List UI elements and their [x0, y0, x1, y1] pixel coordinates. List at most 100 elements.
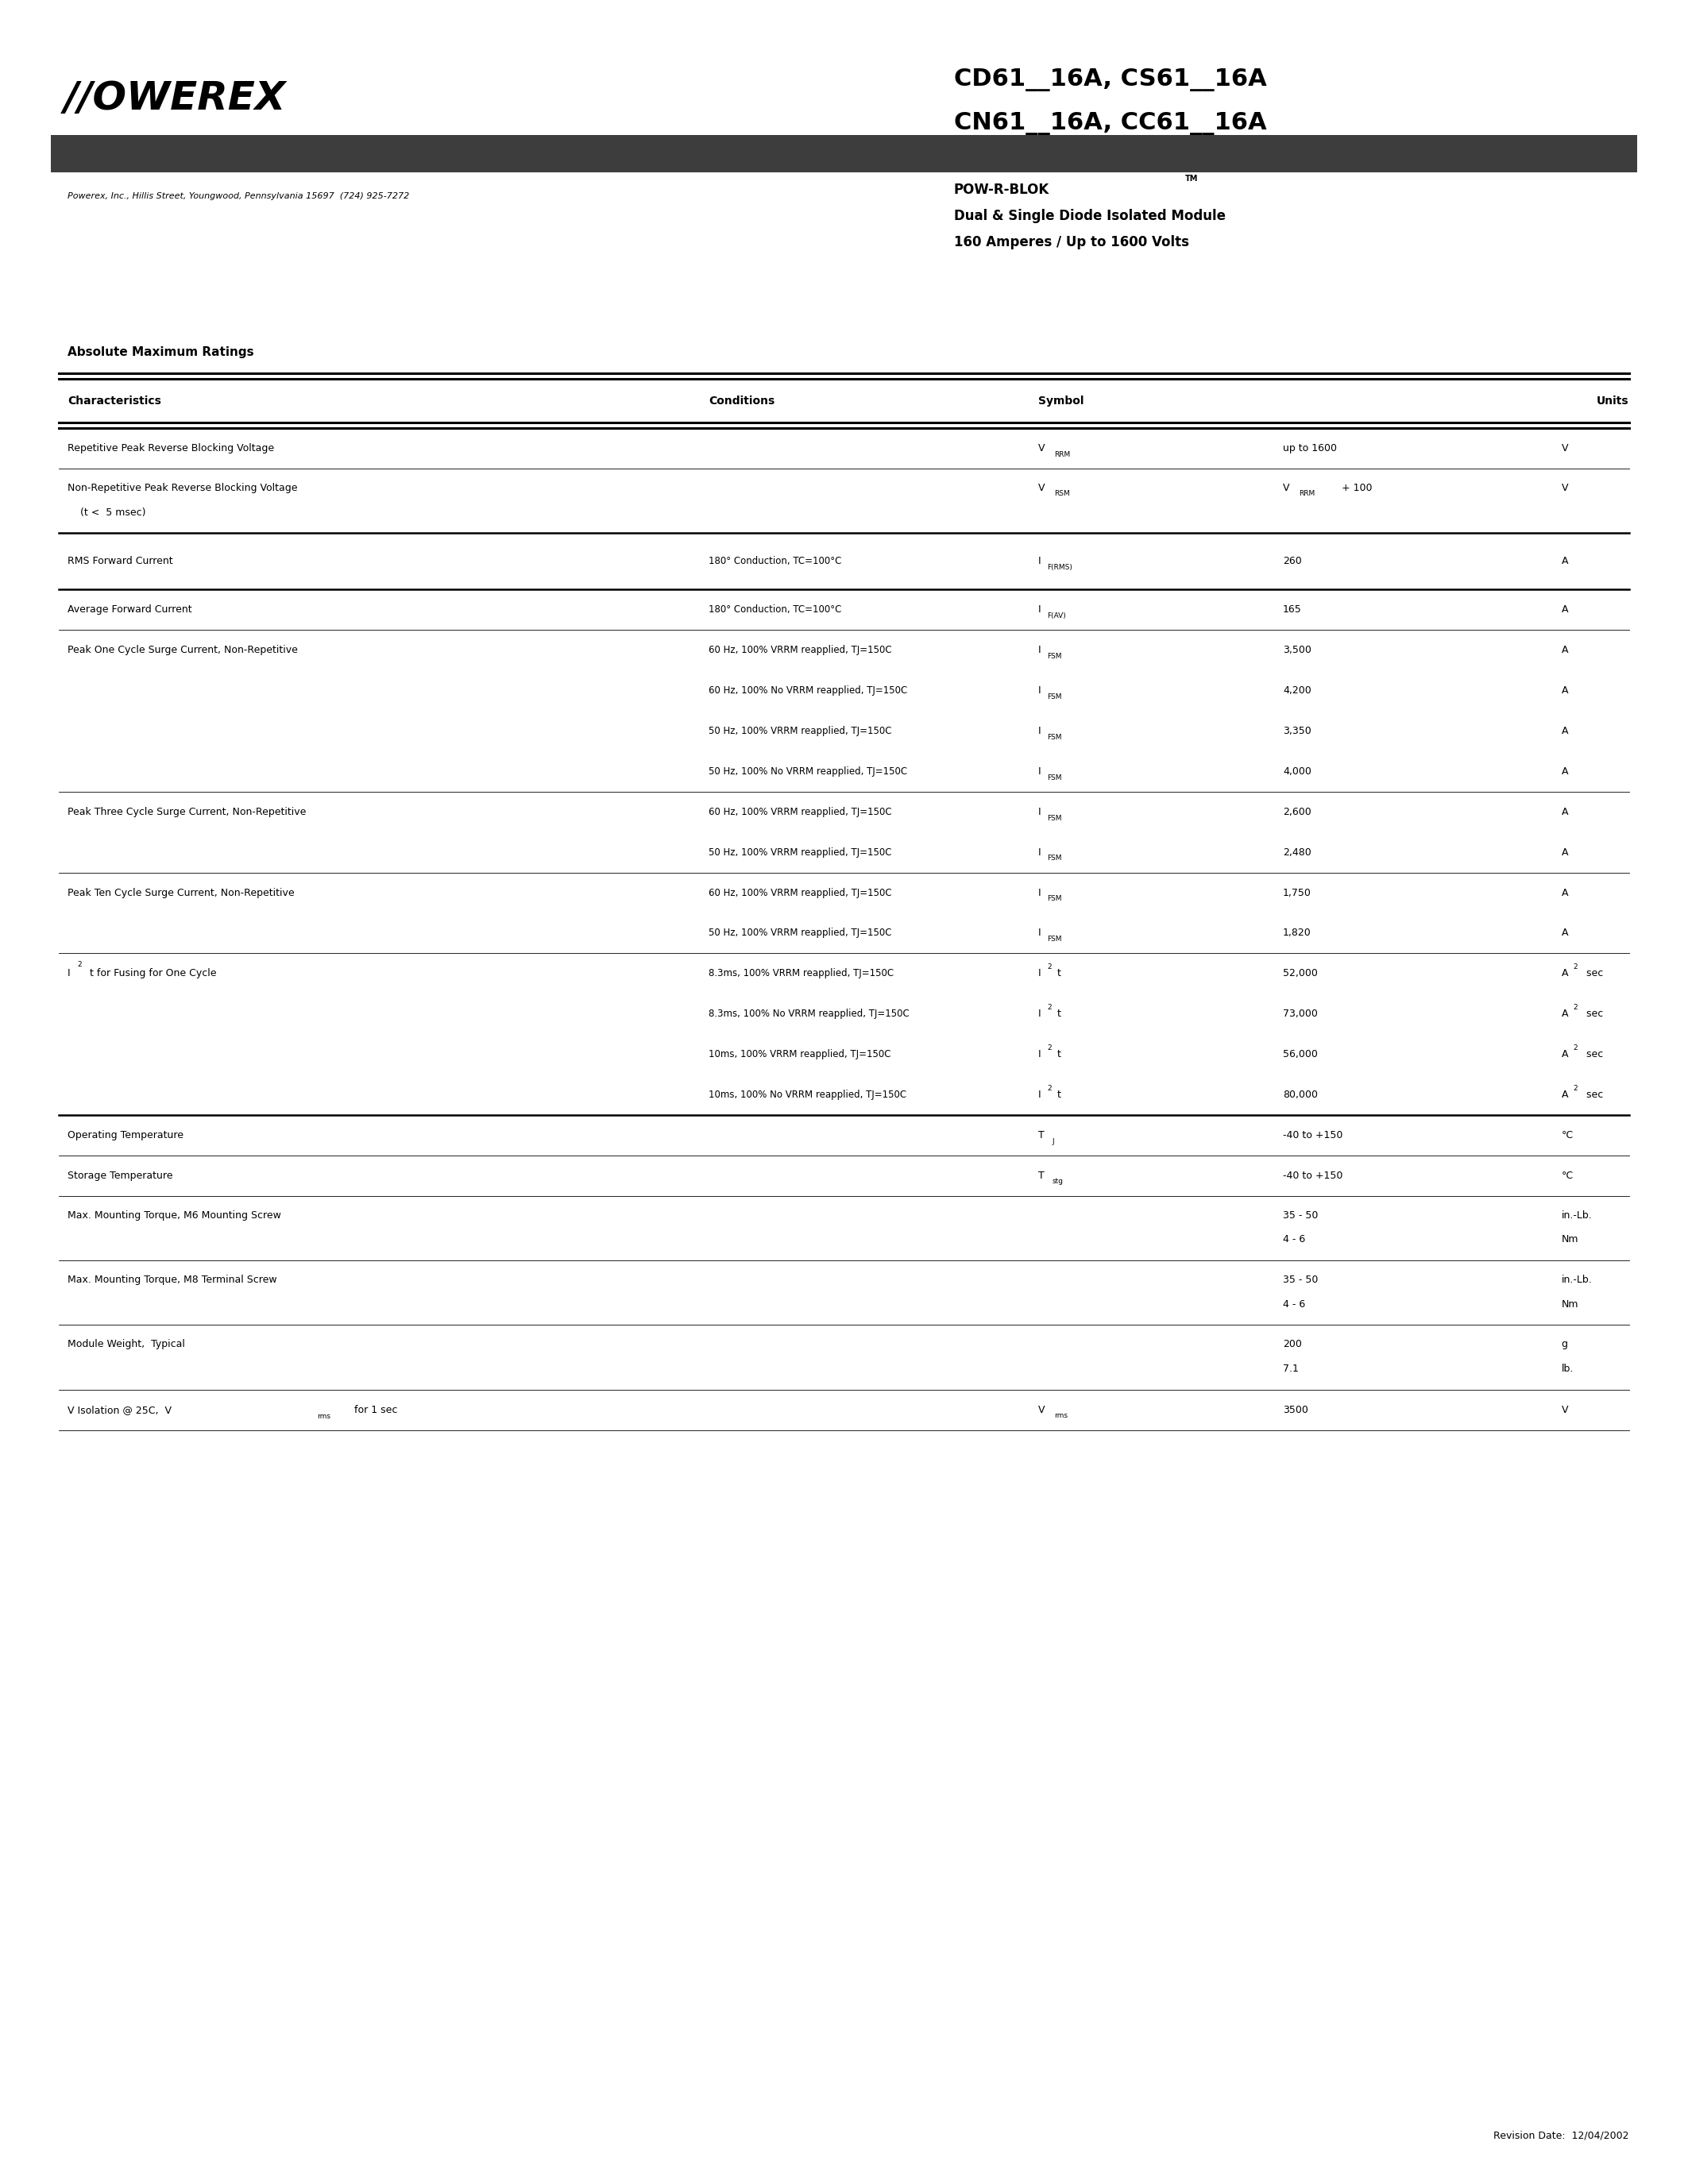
Text: 2,480: 2,480 — [1283, 847, 1312, 858]
Text: POW-R-BLOK: POW-R-BLOK — [954, 183, 1050, 197]
Text: (t <  5 msec): (t < 5 msec) — [68, 507, 145, 518]
Text: for 1 sec: for 1 sec — [351, 1404, 397, 1415]
Text: A: A — [1561, 644, 1568, 655]
Text: in.-Lb.: in.-Lb. — [1561, 1275, 1592, 1284]
Text: 56,000: 56,000 — [1283, 1048, 1318, 1059]
Text: FSM: FSM — [1047, 653, 1062, 660]
Text: T: T — [1038, 1129, 1045, 1140]
Text: RRM: RRM — [1300, 491, 1315, 498]
Text: 50 Hz, 100% VRRM reapplied, TJ=150C: 50 Hz, 100% VRRM reapplied, TJ=150C — [709, 725, 891, 736]
Bar — [51, 135, 1637, 173]
Text: sec: sec — [1583, 968, 1604, 978]
Text: Dual & Single Diode Isolated Module: Dual & Single Diode Isolated Module — [954, 210, 1225, 223]
Text: sec: sec — [1583, 1090, 1604, 1101]
Text: 50 Hz, 100% VRRM reapplied, TJ=150C: 50 Hz, 100% VRRM reapplied, TJ=150C — [709, 847, 891, 858]
Text: 1,750: 1,750 — [1283, 887, 1312, 898]
Text: rms: rms — [1053, 1413, 1067, 1420]
Text: V: V — [1561, 1404, 1568, 1415]
Text: Characteristics: Characteristics — [68, 395, 160, 406]
Text: Operating Temperature: Operating Temperature — [68, 1129, 184, 1140]
Text: Repetitive Peak Reverse Blocking Voltage: Repetitive Peak Reverse Blocking Voltage — [68, 443, 273, 454]
Text: V Isolation @ 25C,  V: V Isolation @ 25C, V — [68, 1404, 172, 1415]
Text: RMS Forward Current: RMS Forward Current — [68, 557, 172, 566]
Text: FSM: FSM — [1047, 935, 1062, 943]
Text: Revision Date:  12/04/2002: Revision Date: 12/04/2002 — [1494, 2132, 1629, 2140]
Text: V: V — [1038, 443, 1045, 454]
Text: I: I — [1038, 557, 1041, 566]
Text: TM: TM — [1185, 175, 1198, 183]
Text: Units: Units — [1597, 395, 1629, 406]
Text: Peak Ten Cycle Surge Current, Non-Repetitive: Peak Ten Cycle Surge Current, Non-Repeti… — [68, 887, 294, 898]
Text: I: I — [1038, 644, 1041, 655]
Text: 80,000: 80,000 — [1283, 1090, 1318, 1101]
Text: 200: 200 — [1283, 1339, 1301, 1350]
Text: Max. Mounting Torque, M6 Mounting Screw: Max. Mounting Torque, M6 Mounting Screw — [68, 1210, 282, 1221]
Text: RRM: RRM — [1053, 450, 1070, 459]
Text: 165: 165 — [1283, 605, 1301, 616]
Text: 2: 2 — [1573, 1085, 1578, 1092]
Text: t: t — [1057, 1048, 1060, 1059]
Text: 160 Amperes / Up to 1600 Volts: 160 Amperes / Up to 1600 Volts — [954, 236, 1188, 249]
Text: 180° Conduction, TC=100°C: 180° Conduction, TC=100°C — [709, 557, 842, 566]
Text: A: A — [1561, 686, 1568, 697]
Text: 3,500: 3,500 — [1283, 644, 1312, 655]
Text: 2: 2 — [78, 961, 83, 968]
Text: 2: 2 — [1573, 1044, 1578, 1051]
Text: A: A — [1561, 847, 1568, 858]
Text: A: A — [1561, 887, 1568, 898]
Text: //OWEREX: //OWEREX — [64, 79, 285, 118]
Text: 4,000: 4,000 — [1283, 767, 1312, 778]
Text: t for Fusing for One Cycle: t for Fusing for One Cycle — [89, 968, 216, 978]
Text: FSM: FSM — [1047, 692, 1062, 701]
Text: V: V — [1561, 443, 1568, 454]
Text: A: A — [1561, 928, 1568, 939]
Text: V: V — [1038, 483, 1045, 494]
Text: I: I — [1038, 605, 1041, 616]
Text: 2: 2 — [1573, 1005, 1578, 1011]
Text: V: V — [1038, 1404, 1045, 1415]
Text: I: I — [1038, 806, 1041, 817]
Text: A: A — [1561, 725, 1568, 736]
Text: sec: sec — [1583, 1048, 1604, 1059]
Text: A: A — [1561, 557, 1568, 566]
Text: 3,350: 3,350 — [1283, 725, 1312, 736]
Text: FSM: FSM — [1047, 773, 1062, 782]
Text: A: A — [1561, 1090, 1568, 1101]
Text: -40 to +150: -40 to +150 — [1283, 1129, 1342, 1140]
Text: 52,000: 52,000 — [1283, 968, 1318, 978]
Text: Module Weight,  Typical: Module Weight, Typical — [68, 1339, 186, 1350]
Text: 4 - 6: 4 - 6 — [1283, 1234, 1305, 1245]
Text: 2,600: 2,600 — [1283, 806, 1312, 817]
Text: rms: rms — [317, 1413, 331, 1420]
Text: 1,820: 1,820 — [1283, 928, 1312, 939]
Text: Max. Mounting Torque, M8 Terminal Screw: Max. Mounting Torque, M8 Terminal Screw — [68, 1275, 277, 1284]
Text: F(RMS): F(RMS) — [1047, 563, 1074, 570]
Text: I: I — [1038, 767, 1041, 778]
Text: Peak Three Cycle Surge Current, Non-Repetitive: Peak Three Cycle Surge Current, Non-Repe… — [68, 806, 306, 817]
Text: V: V — [1283, 483, 1290, 494]
Text: F(AV): F(AV) — [1047, 612, 1067, 620]
Text: Nm: Nm — [1561, 1299, 1578, 1310]
Text: J: J — [1053, 1138, 1055, 1144]
Text: 73,000: 73,000 — [1283, 1009, 1318, 1020]
Text: 35 - 50: 35 - 50 — [1283, 1275, 1318, 1284]
Text: t: t — [1057, 968, 1060, 978]
Text: I: I — [1038, 887, 1041, 898]
Text: CD61__16A, CS61__16A: CD61__16A, CS61__16A — [954, 68, 1266, 92]
Text: 50 Hz, 100% VRRM reapplied, TJ=150C: 50 Hz, 100% VRRM reapplied, TJ=150C — [709, 928, 891, 939]
Text: A: A — [1561, 968, 1568, 978]
Text: sec: sec — [1583, 1009, 1604, 1020]
Text: FSM: FSM — [1047, 854, 1062, 863]
Text: 2: 2 — [1047, 963, 1052, 970]
Text: t: t — [1057, 1090, 1060, 1101]
Text: CN61__16A, CC61__16A: CN61__16A, CC61__16A — [954, 111, 1266, 135]
Text: 50 Hz, 100% No VRRM reapplied, TJ=150C: 50 Hz, 100% No VRRM reapplied, TJ=150C — [709, 767, 908, 778]
Text: A: A — [1561, 806, 1568, 817]
Text: Non-Repetitive Peak Reverse Blocking Voltage: Non-Repetitive Peak Reverse Blocking Vol… — [68, 483, 297, 494]
Text: up to 1600: up to 1600 — [1283, 443, 1337, 454]
Text: 3500: 3500 — [1283, 1404, 1308, 1415]
Text: FSM: FSM — [1047, 895, 1062, 902]
Text: I: I — [68, 968, 71, 978]
Text: 35 - 50: 35 - 50 — [1283, 1210, 1318, 1221]
Text: + 100: + 100 — [1339, 483, 1372, 494]
